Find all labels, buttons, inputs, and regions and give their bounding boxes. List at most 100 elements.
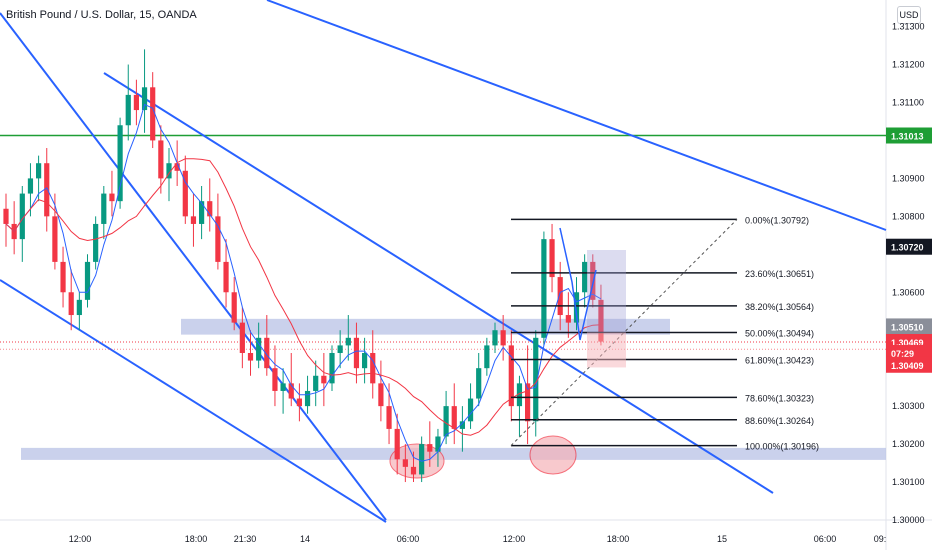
time-axis-tick: 14 bbox=[300, 534, 310, 544]
time-axis-tick: 21:30 bbox=[234, 534, 257, 544]
candle-body bbox=[321, 375, 327, 384]
candle-body bbox=[280, 383, 286, 391]
candle-body bbox=[296, 398, 302, 407]
candle-body bbox=[117, 125, 123, 202]
candle-body bbox=[525, 383, 531, 422]
price-label-text: 1.31013 bbox=[891, 132, 924, 142]
candle-body bbox=[427, 444, 433, 452]
candle-body bbox=[557, 277, 563, 316]
demand-zone bbox=[21, 447, 886, 460]
candle-body bbox=[345, 337, 351, 346]
candle-body bbox=[166, 163, 172, 179]
stop-box bbox=[587, 332, 626, 368]
candle-body bbox=[492, 330, 498, 346]
price-axis-tick: 1.30000 bbox=[892, 515, 925, 525]
time-axis-tick: 09: bbox=[874, 534, 887, 544]
candle-body bbox=[353, 337, 360, 369]
price-axis-tick: 1.30600 bbox=[892, 287, 925, 297]
candle-body bbox=[467, 398, 474, 422]
candle-body bbox=[76, 299, 82, 316]
candle-body bbox=[378, 383, 384, 407]
long-trendline bbox=[266, 0, 887, 231]
time-axis-tick: 12:00 bbox=[69, 534, 92, 544]
price-label-text: 07:29 bbox=[891, 349, 914, 359]
price-label-text: 1.30409 bbox=[891, 361, 924, 371]
fib-level-label: 100.00%(1.30196) bbox=[745, 442, 819, 452]
candle-body bbox=[60, 261, 66, 293]
candle-body bbox=[264, 337, 270, 369]
candle-body bbox=[370, 352, 376, 384]
highlight-ellipse-left bbox=[389, 443, 445, 479]
fib-level-label: 78.60%(1.30323) bbox=[745, 393, 814, 403]
candle-body bbox=[386, 406, 392, 429]
price-label-badge bbox=[886, 238, 932, 255]
target-box bbox=[587, 250, 626, 333]
price-axis-tick: 1.30900 bbox=[892, 173, 925, 183]
candle-body bbox=[272, 368, 278, 391]
candle-body bbox=[52, 216, 58, 262]
fib-diagonal bbox=[510, 219, 738, 446]
projection-path bbox=[559, 227, 597, 341]
candle-body bbox=[109, 193, 115, 202]
candle-body bbox=[247, 352, 254, 361]
price-label-text: 1.30469 bbox=[891, 338, 924, 348]
price-axis-tick: 1.31100 bbox=[892, 97, 924, 107]
candle-body bbox=[84, 261, 91, 300]
channel-lower-line bbox=[0, 279, 387, 523]
fib-level-label: 88.60%(1.30264) bbox=[745, 416, 814, 426]
price-label-badge bbox=[886, 318, 932, 335]
candle-body bbox=[419, 444, 425, 475]
moving-average-fast bbox=[5, 103, 602, 462]
candle-body bbox=[182, 170, 188, 217]
candle-body bbox=[484, 345, 490, 369]
candle-body bbox=[133, 94, 139, 111]
time-axis-tick: 06:00 bbox=[814, 534, 837, 544]
fib-level-label: 23.60%(1.30651) bbox=[745, 269, 814, 279]
chart-title: British Pound / U.S. Dollar, 15, OANDA bbox=[6, 9, 197, 21]
candle-body bbox=[549, 239, 555, 278]
candle-body bbox=[207, 201, 213, 217]
candle-body bbox=[476, 368, 482, 399]
candle-body bbox=[44, 163, 50, 217]
candle-body bbox=[598, 299, 604, 342]
time-axis-tick: 15 bbox=[717, 534, 727, 544]
channel-upper-line bbox=[0, 12, 387, 521]
fib-level-label: 38.20%(1.30564) bbox=[745, 302, 814, 312]
candle-body bbox=[582, 261, 588, 293]
fib-level-label: 50.00%(1.30494) bbox=[745, 328, 814, 338]
price-label-text: 1.30720 bbox=[891, 243, 924, 253]
candle-body bbox=[256, 337, 262, 361]
candle-body bbox=[500, 330, 506, 346]
currency-button[interactable]: USD bbox=[897, 6, 921, 24]
candle-body bbox=[313, 375, 319, 391]
candle-body bbox=[199, 201, 205, 224]
time-axis-tick: 18:00 bbox=[185, 534, 208, 544]
candle-body bbox=[68, 292, 74, 316]
candle-body bbox=[565, 315, 571, 323]
candle-body bbox=[329, 352, 335, 384]
descending-trendline bbox=[103, 72, 774, 494]
fib-level-label: 0.00%(1.30792) bbox=[745, 215, 809, 225]
candle-body bbox=[394, 428, 400, 460]
price-axis-tick: 1.30200 bbox=[892, 439, 925, 449]
candle-body bbox=[27, 178, 34, 194]
candle-body bbox=[239, 322, 245, 353]
candle-body bbox=[541, 239, 547, 338]
candle-body bbox=[451, 406, 457, 429]
highlight-ellipse-right bbox=[529, 435, 577, 475]
moving-average-slow bbox=[5, 158, 602, 436]
candle-body bbox=[362, 352, 368, 369]
candle-body bbox=[459, 421, 465, 429]
candle-body bbox=[443, 406, 449, 437]
candle-body bbox=[288, 383, 294, 399]
candle-body bbox=[141, 87, 148, 111]
candle-body bbox=[402, 459, 408, 467]
candle-body bbox=[19, 193, 25, 240]
price-axis-tick: 1.30300 bbox=[892, 401, 925, 411]
candle-body bbox=[516, 383, 523, 407]
time-axis-tick: 18:00 bbox=[607, 534, 630, 544]
candle-body bbox=[158, 140, 164, 179]
candle-body bbox=[435, 436, 441, 452]
